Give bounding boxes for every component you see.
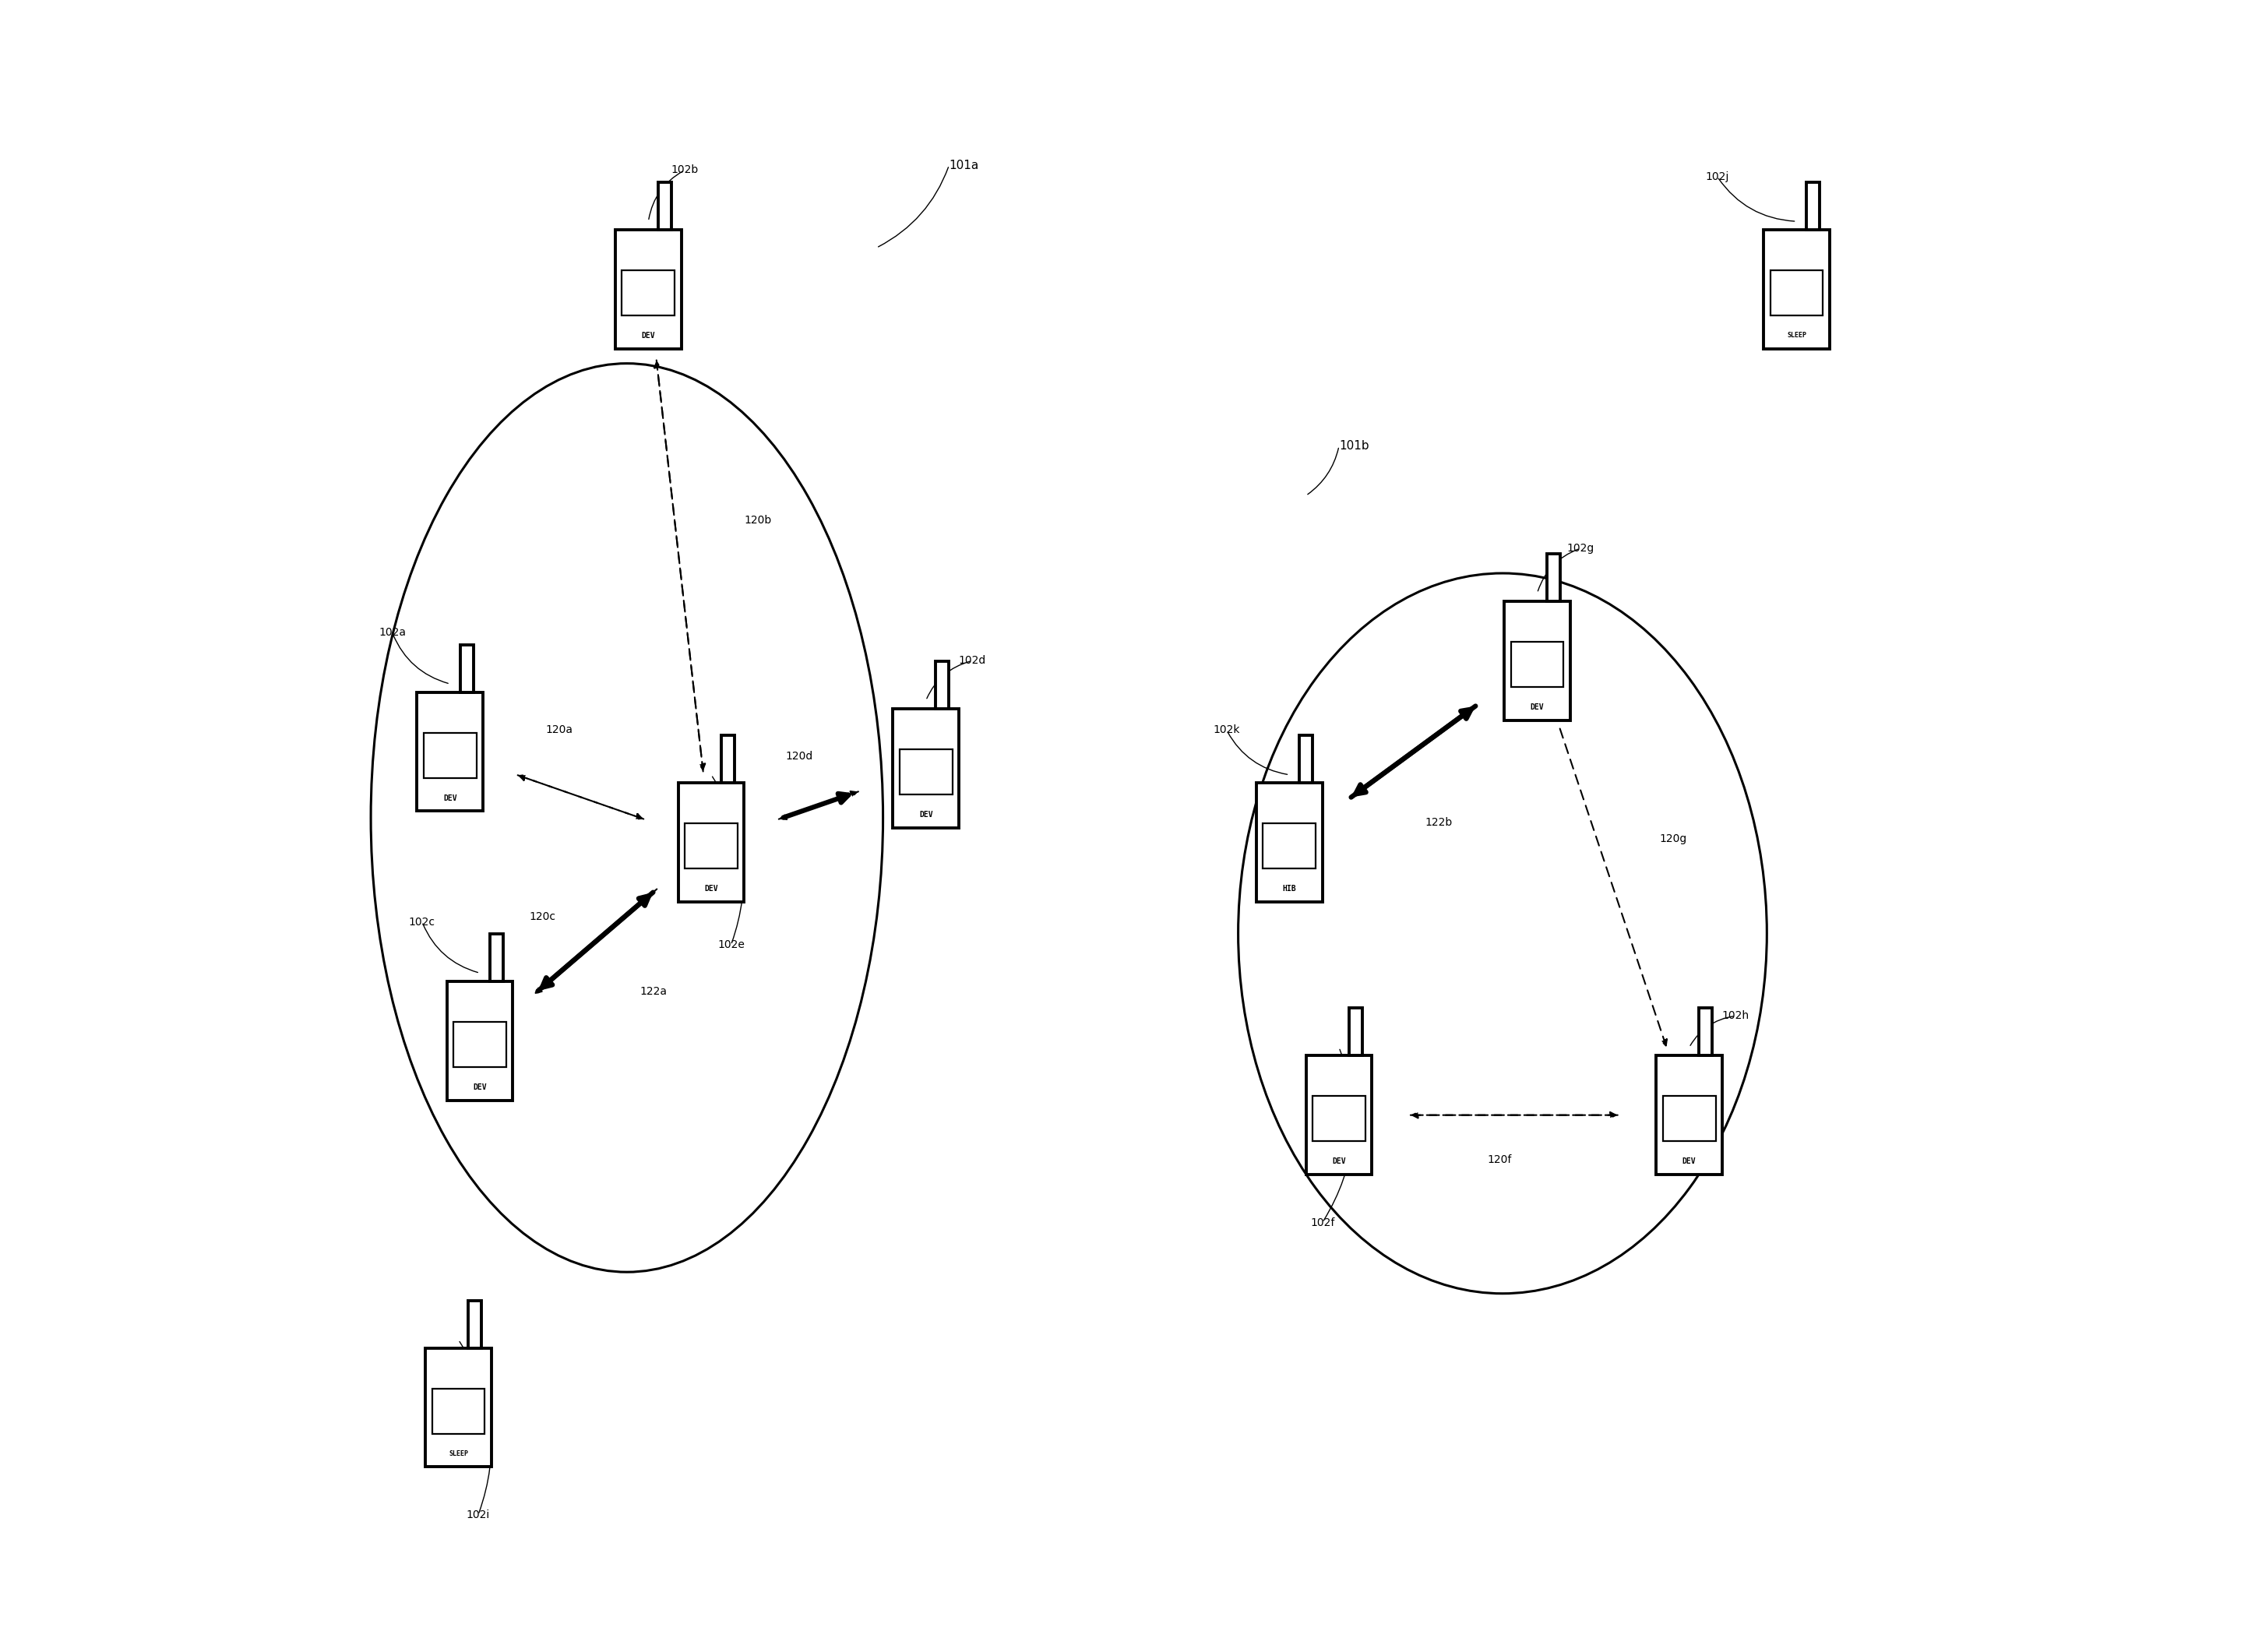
Text: 120a: 120a — [546, 725, 573, 735]
Text: 122b: 122b — [1425, 818, 1452, 828]
Text: 102i: 102i — [467, 1510, 489, 1520]
FancyBboxPatch shape — [1511, 641, 1563, 687]
FancyBboxPatch shape — [1770, 269, 1822, 316]
FancyBboxPatch shape — [893, 709, 958, 828]
FancyBboxPatch shape — [616, 230, 681, 349]
Text: DEV: DEV — [1333, 1158, 1346, 1165]
FancyBboxPatch shape — [453, 1021, 507, 1067]
Text: 102d: 102d — [958, 656, 985, 666]
FancyBboxPatch shape — [900, 748, 952, 795]
Bar — [1348, 1008, 1362, 1056]
Bar — [936, 661, 949, 709]
Text: SLEEP: SLEEP — [449, 1450, 469, 1457]
FancyBboxPatch shape — [424, 732, 476, 778]
Text: 102c: 102c — [408, 917, 435, 927]
Text: DEV: DEV — [474, 1084, 487, 1090]
Text: 120b: 120b — [744, 515, 771, 525]
Text: 102k: 102k — [1213, 725, 1240, 735]
Text: 102f: 102f — [1310, 1218, 1335, 1227]
FancyBboxPatch shape — [622, 269, 674, 316]
FancyBboxPatch shape — [1504, 601, 1569, 720]
Bar — [1299, 735, 1312, 783]
Bar — [1806, 182, 1820, 230]
FancyBboxPatch shape — [446, 981, 512, 1100]
Bar — [460, 644, 474, 692]
Bar — [1698, 1008, 1712, 1056]
FancyBboxPatch shape — [679, 783, 744, 902]
Text: DEV: DEV — [1682, 1158, 1696, 1165]
FancyBboxPatch shape — [1256, 783, 1321, 902]
Text: 102g: 102g — [1567, 544, 1594, 553]
Text: HIB: HIB — [1283, 885, 1297, 892]
Text: 102h: 102h — [1723, 1011, 1750, 1021]
FancyBboxPatch shape — [686, 823, 737, 869]
FancyBboxPatch shape — [1662, 1095, 1716, 1142]
Bar — [489, 933, 503, 981]
Text: DEV: DEV — [444, 795, 458, 801]
Bar — [1547, 553, 1560, 601]
Text: 101a: 101a — [949, 159, 979, 172]
FancyBboxPatch shape — [426, 1348, 492, 1467]
Bar — [469, 1300, 483, 1348]
FancyBboxPatch shape — [1763, 230, 1829, 349]
Text: 122a: 122a — [640, 986, 667, 996]
Text: DEV: DEV — [704, 885, 717, 892]
Text: DEV: DEV — [1531, 704, 1545, 710]
Text: 102b: 102b — [672, 165, 699, 175]
Text: SLEEP: SLEEP — [1786, 332, 1806, 339]
Text: 120g: 120g — [1660, 834, 1687, 844]
Text: 120d: 120d — [785, 752, 814, 762]
Text: 120c: 120c — [530, 912, 557, 922]
Text: DEV: DEV — [920, 811, 934, 818]
Bar — [722, 735, 735, 783]
FancyBboxPatch shape — [1312, 1095, 1367, 1142]
FancyBboxPatch shape — [417, 692, 483, 811]
Bar — [658, 182, 672, 230]
Text: 101b: 101b — [1339, 439, 1369, 453]
FancyBboxPatch shape — [1655, 1056, 1723, 1175]
Text: 102e: 102e — [717, 940, 744, 950]
Text: DEV: DEV — [640, 332, 656, 339]
Text: 102a: 102a — [379, 628, 406, 638]
Text: 120f: 120f — [1488, 1155, 1513, 1165]
Text: 102j: 102j — [1705, 172, 1730, 182]
FancyBboxPatch shape — [1263, 823, 1317, 869]
FancyBboxPatch shape — [433, 1388, 485, 1434]
FancyBboxPatch shape — [1306, 1056, 1371, 1175]
